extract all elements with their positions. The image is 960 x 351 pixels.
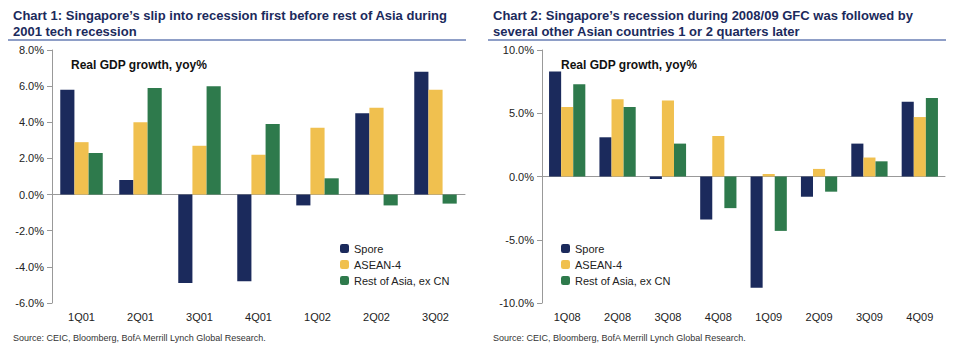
svg-text:8.0%: 8.0% [19, 44, 44, 56]
svg-text:Chart 2: Singapore’s recession: Chart 2: Singapore’s recession during 20… [493, 8, 917, 23]
svg-text:4Q01: 4Q01 [245, 311, 272, 323]
svg-text:3Q09: 3Q09 [856, 311, 883, 323]
svg-text:2001 tech recession: 2001 tech recession [13, 24, 137, 39]
svg-text:1Q02: 1Q02 [304, 311, 331, 323]
svg-text:1Q01: 1Q01 [68, 311, 95, 323]
svg-text:4Q08: 4Q08 [705, 311, 732, 323]
svg-text:1Q09: 1Q09 [755, 311, 782, 323]
svg-text:3Q01: 3Q01 [186, 311, 213, 323]
svg-text:2Q01: 2Q01 [127, 311, 154, 323]
svg-text:2Q09: 2Q09 [806, 311, 833, 323]
svg-text:Source: CEIC, Bloomberg, BofA: Source: CEIC, Bloomberg, BofA Merrill Ly… [13, 333, 266, 343]
svg-text:Real GDP growth, yoy%: Real GDP growth, yoy% [561, 58, 697, 72]
svg-text:Rest of Asia, ex CN: Rest of Asia, ex CN [354, 275, 449, 287]
svg-text:Rest of Asia, ex CN: Rest of Asia, ex CN [575, 275, 670, 287]
svg-text:3Q02: 3Q02 [422, 311, 449, 323]
svg-text:3Q08: 3Q08 [654, 311, 681, 323]
svg-text:2Q08: 2Q08 [604, 311, 631, 323]
svg-text:-2.0%: -2.0% [15, 225, 44, 237]
svg-text:Chart 1: Singapore’s slip into: Chart 1: Singapore’s slip into recession… [13, 8, 451, 23]
svg-text:0.0%: 0.0% [19, 189, 44, 201]
svg-text:Real GDP growth, yoy%: Real GDP growth, yoy% [71, 58, 207, 72]
svg-text:2Q02: 2Q02 [363, 311, 390, 323]
svg-text:2.0%: 2.0% [19, 152, 44, 164]
svg-text:10.0%: 10.0% [503, 44, 534, 56]
svg-text:4Q09: 4Q09 [906, 311, 933, 323]
svg-text:several other Asian countries: several other Asian countries 1 or 2 qua… [493, 24, 800, 39]
svg-text:ASEAN-4: ASEAN-4 [575, 259, 622, 271]
svg-text:-5.0%: -5.0% [505, 234, 534, 246]
svg-text:ASEAN-4: ASEAN-4 [354, 259, 401, 271]
svg-text:-4.0%: -4.0% [15, 261, 44, 273]
svg-text:-6.0%: -6.0% [15, 297, 44, 309]
svg-text:5.0%: 5.0% [509, 107, 534, 119]
svg-text:Spore: Spore [354, 243, 383, 255]
svg-text:1Q08: 1Q08 [554, 311, 581, 323]
svg-text:-10.0%: -10.0% [499, 297, 534, 309]
svg-text:4.0%: 4.0% [19, 116, 44, 128]
svg-text:Spore: Spore [575, 243, 604, 255]
svg-text:6.0%: 6.0% [19, 80, 44, 92]
svg-text:Source: CEIC, Bloomberg, BofA: Source: CEIC, Bloomberg, BofA Merrill Ly… [493, 333, 746, 343]
svg-text:0.0%: 0.0% [509, 171, 534, 183]
